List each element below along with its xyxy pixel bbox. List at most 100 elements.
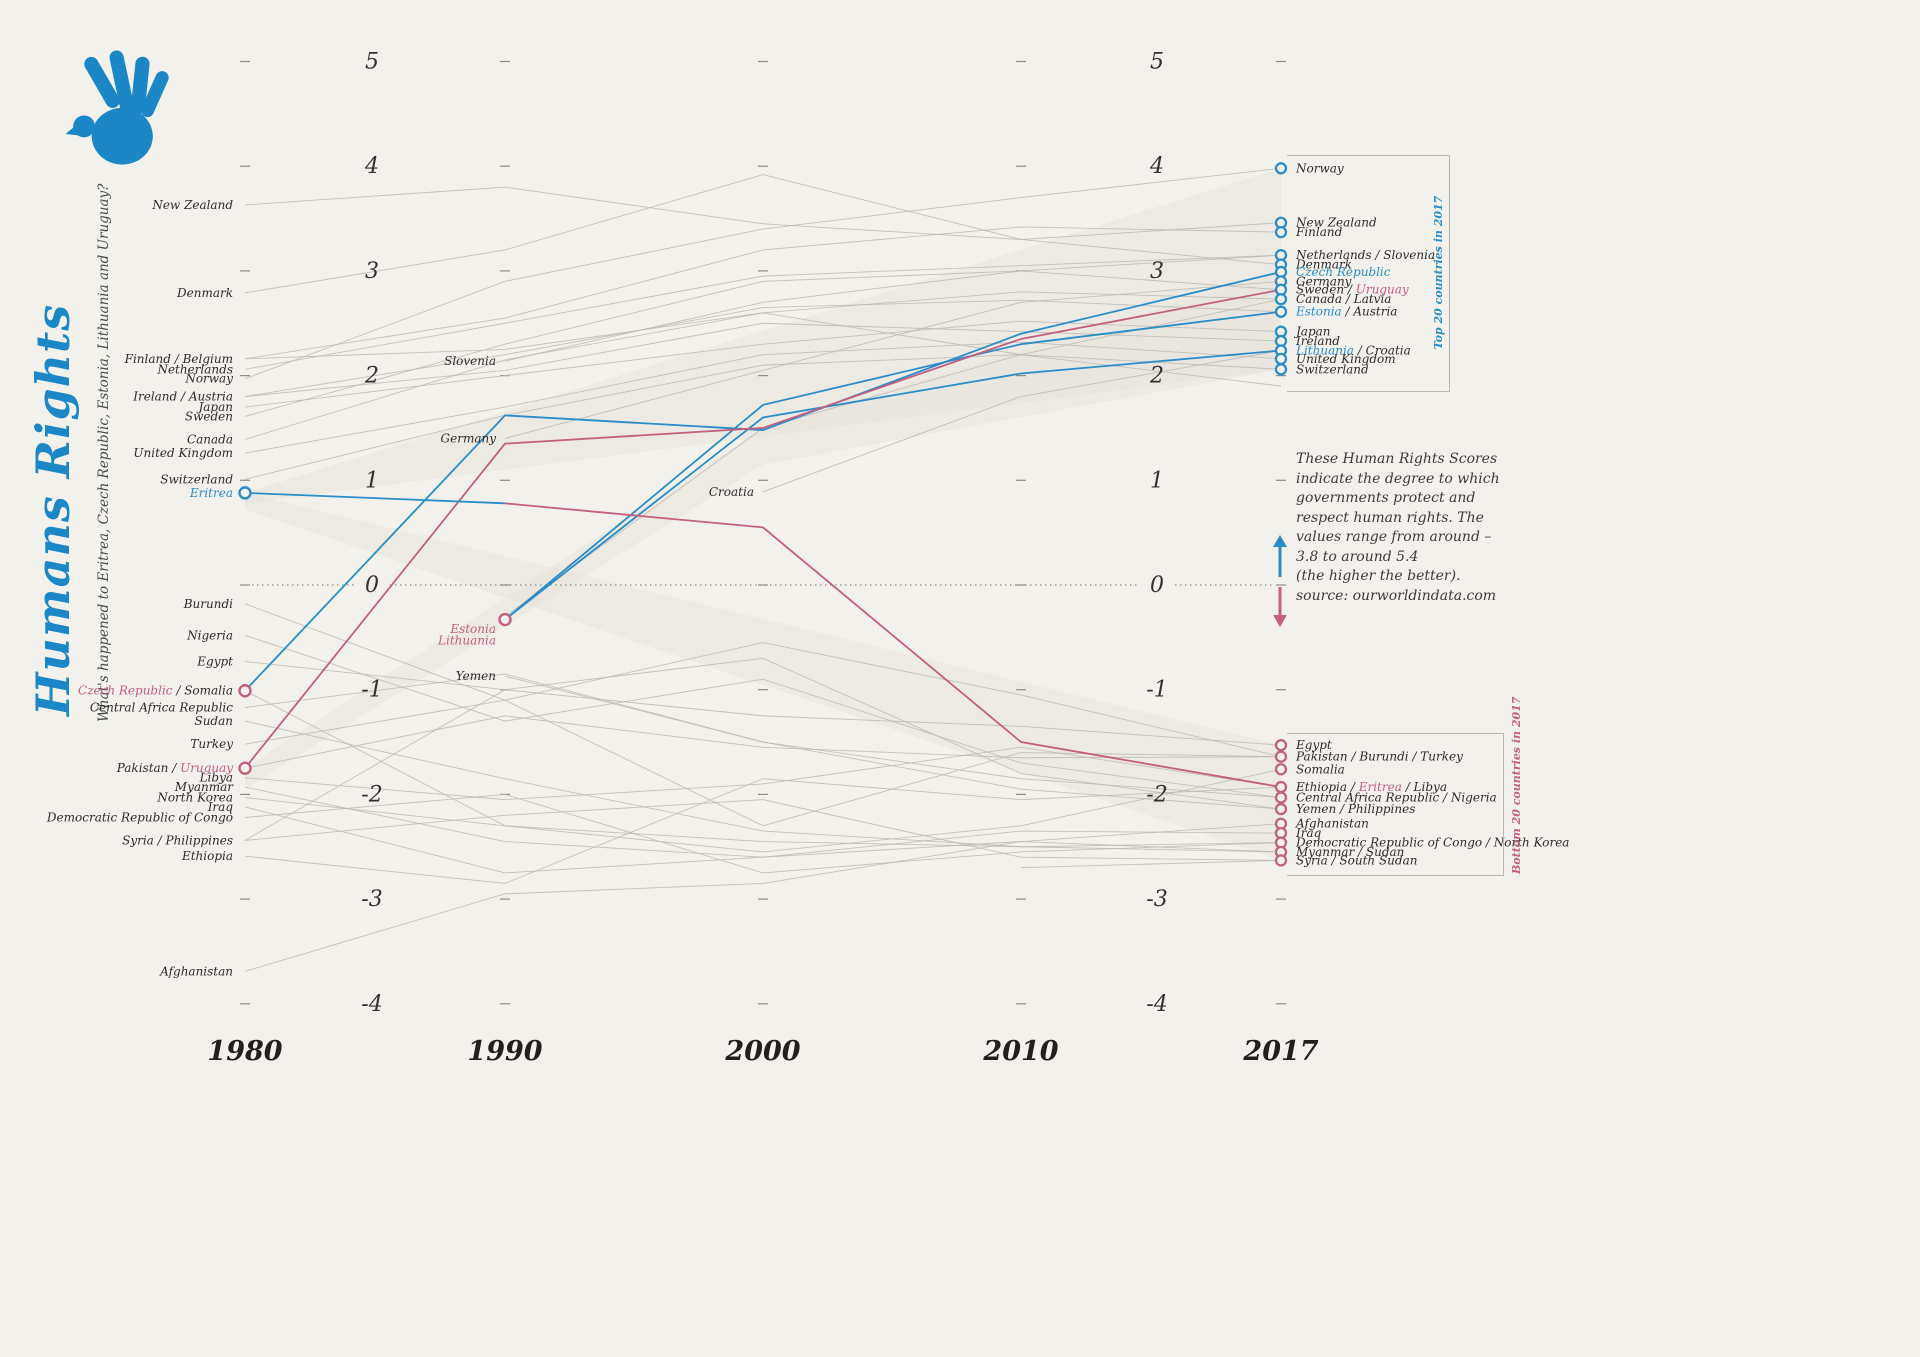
- y-axis-number: -2: [1146, 782, 1167, 807]
- country-label-2017-bottom: Central Africa Republic / Nigeria: [1296, 791, 1497, 805]
- country-line-somalia: [244, 690, 1282, 853]
- country-label-1980: Afghanistan: [159, 964, 233, 978]
- country-label-1980: Myanmar: [174, 780, 234, 794]
- country-line-iraq: [244, 806, 1282, 874]
- country-label-2017-top: United Kingdom: [1296, 352, 1396, 366]
- highlight-line-lithuania: [504, 349, 1282, 621]
- country-label-1980: North Korea: [156, 791, 233, 805]
- country-label-1980: Ethiopia: [181, 849, 233, 863]
- bottom-20-bracket-label: Bottom 20 countries in 2017: [1510, 696, 1523, 874]
- country-label-2017-top: Ireland: [1295, 334, 1340, 348]
- country-line-yemen: [504, 675, 1282, 810]
- y-axis-number: 5: [365, 50, 379, 75]
- country-label-1980: Eritrea: [189, 486, 233, 500]
- annotation-block: These Human Rights Scores indicate the de…: [1296, 450, 1500, 606]
- country-label-2017-bottom: Myanmar / Sudan: [1295, 845, 1404, 859]
- country-label-1980: New Zealand: [151, 198, 233, 212]
- axis-numbers: 5 4 3 2 1 0 -1 -2 -3 -4 5 4 3 2 1 0 -1 -2 -3 -4 1980 1990 2000…: [207, 50, 1318, 1068]
- country-line-canada: [244, 291, 1282, 440]
- start-marker-czech-republic: [238, 684, 252, 698]
- country-label-1980: Finland / Belgium: [124, 352, 233, 366]
- country-label-2017-bottom: Pakistan / Burundi / Turkey: [1295, 750, 1463, 764]
- country-label-2017-top: Japan: [1293, 325, 1331, 339]
- y-axis-number: 2: [364, 364, 379, 389]
- country-line-turkey: [244, 642, 1282, 758]
- start-marker-estonia-lithuania: [498, 612, 512, 627]
- country-label-2017-top: Lithuania / Croatia: [1295, 343, 1411, 357]
- annotation-line: source: ourworldindata.com: [1296, 587, 1497, 604]
- country-label-1980: Egypt: [196, 654, 233, 668]
- y-axis-number: 3: [365, 259, 379, 284]
- country-label-1980: Denmark: [176, 286, 233, 300]
- end-marker-top20: [1274, 162, 1288, 175]
- country-line-denmark: [244, 174, 1282, 294]
- country-line-switzerland: [244, 354, 1282, 480]
- end-marker-bottom20: [1274, 750, 1288, 763]
- annotation-line: governments protect and: [1296, 490, 1476, 506]
- country-line-croatia: [762, 350, 1282, 493]
- annotation-line: 3.8 to around 5.4: [1296, 548, 1419, 565]
- y-axis-number: 1: [1150, 468, 1164, 493]
- country-line-south-sudan: [1020, 859, 1282, 869]
- end-marker-top20: [1274, 352, 1288, 365]
- country-label-2017-bottom: Yemen / Philippines: [1296, 802, 1415, 816]
- axis-grid: [240, 60, 1286, 1005]
- country-label-2017-top: Switzerland: [1296, 362, 1369, 376]
- y-axis-number: 4: [1149, 154, 1164, 179]
- y-axis-number: 0: [365, 573, 379, 598]
- background-bands: [245, 168, 1281, 861]
- country-label-mid: Germany: [441, 431, 497, 445]
- country-line-north-korea: [244, 797, 1282, 848]
- end-marker-bottom20: [1274, 854, 1288, 867]
- end-marker-top20: [1274, 305, 1288, 318]
- country-label-1980: Democratic Republic of Congo: [46, 810, 233, 824]
- bottom-20-bracket: [1287, 733, 1504, 876]
- country-label-2017-bottom: Ethiopia / Eritrea / Libya: [1295, 780, 1447, 794]
- highlighted-country-lines: [244, 271, 1282, 788]
- country-line-ireland: [244, 322, 1282, 397]
- country-label-2017-top: Canada / Latvia: [1296, 292, 1391, 306]
- top-20-bracket-label: Top 20 countries in 2017: [1432, 195, 1445, 350]
- logo-container: [64, 50, 174, 170]
- country-label-1980: Iraq: [207, 800, 234, 814]
- trend-band: [245, 168, 1281, 504]
- x-axis-year: 1990: [467, 1036, 542, 1067]
- highlight-line-uruguay: [244, 288, 1282, 769]
- highlight-line-eritrea: [244, 491, 506, 505]
- annotation-line: values range from around –: [1296, 529, 1492, 545]
- country-label-1980: Syria / Philippines: [122, 833, 233, 847]
- y-axis-number: -3: [361, 887, 382, 912]
- country-line-united-kingdom: [244, 341, 1282, 454]
- country-label-1980: Burundi: [183, 597, 233, 611]
- background-country-lines: [244, 167, 1282, 972]
- country-label-1980: Netherlands: [156, 362, 233, 376]
- country-label-1980: Central Africa Republic: [90, 700, 233, 714]
- country-label-1980: Nigeria: [186, 628, 233, 642]
- country-label-mid: Estonia: [449, 622, 496, 636]
- endpoint-markers: [238, 162, 1288, 867]
- y-axis-number: 0: [1150, 573, 1164, 598]
- start-marker-uruguay: [238, 761, 252, 775]
- country-label-1980: Libya: [199, 771, 233, 785]
- country-label-1980: Switzerland: [160, 472, 233, 486]
- country-line-nigeria: [244, 634, 1282, 798]
- country-label-2017-top: Denmark: [1295, 258, 1352, 272]
- country-label-2017-bottom: Iraq: [1295, 826, 1322, 840]
- end-marker-top20: [1274, 363, 1288, 376]
- country-line-norway: [244, 167, 1282, 380]
- annotation-line: indicate the degree to which: [1296, 470, 1500, 487]
- highlight-line-eritrea: [504, 502, 1282, 788]
- country-label-mid: Yemen: [456, 669, 496, 683]
- country-line-afghanistan: [244, 823, 1282, 972]
- country-label-1980: Ireland / Austria: [132, 390, 233, 404]
- country-label-2017-bottom: Somalia: [1296, 762, 1345, 776]
- x-axis-year: 2017: [1242, 1036, 1318, 1067]
- country-label-2017-top: Sweden / Uruguay: [1296, 283, 1409, 297]
- y-axis-number: -3: [1146, 887, 1167, 912]
- end-marker-bottom20: [1274, 739, 1288, 752]
- country-line-finland: [244, 226, 1282, 360]
- country-label-2017-top: Czech Republic: [1296, 265, 1391, 279]
- y-axis-number: 2: [1149, 364, 1164, 389]
- country-label-2017-top: Netherlands / Slovenia: [1295, 248, 1435, 262]
